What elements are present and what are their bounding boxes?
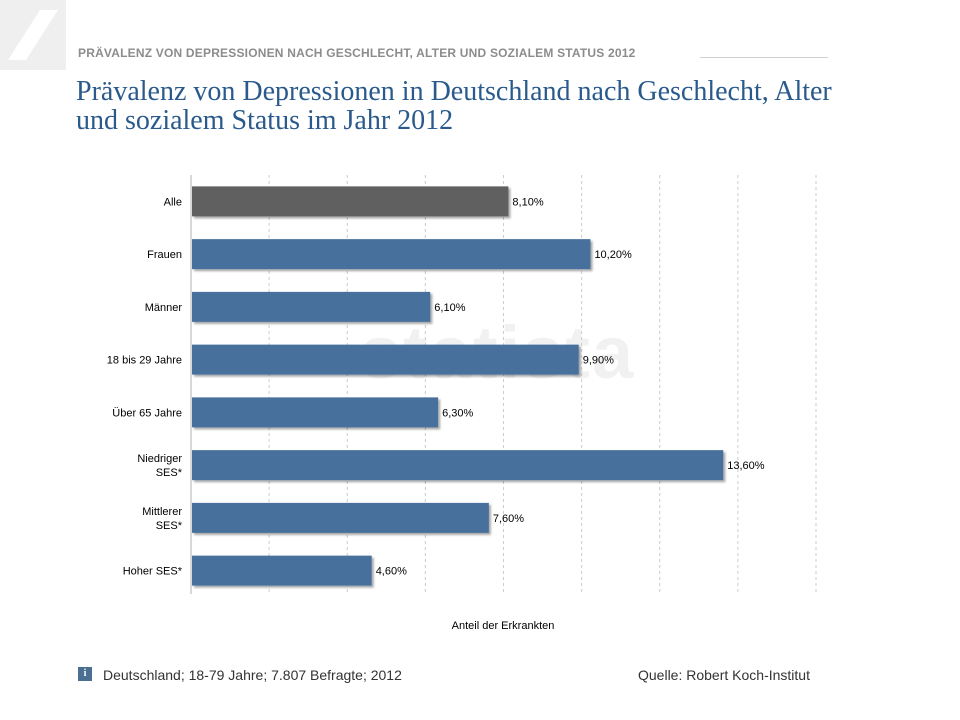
bar-value-label: 6,10% bbox=[434, 302, 465, 314]
bar bbox=[192, 450, 724, 481]
category-label: Hoher SES* bbox=[123, 566, 183, 578]
bar-value-label: 8,10% bbox=[512, 196, 543, 208]
kicker-divider bbox=[700, 57, 828, 58]
page-kicker: PRÄVALENZ VON DEPRESSIONEN NACH GESCHLEC… bbox=[78, 46, 636, 60]
category-label: SES* bbox=[156, 520, 183, 532]
bar bbox=[192, 239, 591, 270]
bar bbox=[192, 397, 439, 428]
category-label: SES* bbox=[156, 467, 183, 479]
bar bbox=[192, 502, 489, 533]
bar-value-label: 6,30% bbox=[442, 407, 473, 419]
bar-value-label: 7,60% bbox=[493, 513, 524, 525]
category-label: Niedriger bbox=[137, 453, 182, 465]
category-label: 18 bis 29 Jahre bbox=[107, 355, 182, 367]
bar bbox=[192, 555, 372, 586]
bar bbox=[192, 291, 431, 322]
bar-value-label: 13,60% bbox=[727, 460, 765, 472]
category-label: Über 65 Jahre bbox=[112, 407, 182, 419]
bar-value-label: 10,20% bbox=[594, 249, 632, 261]
source-note: Quelle: Robert Koch-Institut bbox=[638, 667, 810, 683]
category-label: Männer bbox=[145, 302, 183, 314]
bar-value-label: 4,60% bbox=[376, 566, 407, 578]
bar bbox=[192, 344, 579, 375]
x-axis-title: Anteil der Erkrankten bbox=[451, 620, 555, 632]
category-label: Alle bbox=[164, 196, 182, 208]
footnote: Deutschland; 18-79 Jahre; 7.807 Befragte… bbox=[103, 667, 402, 683]
category-label: Mittlerer bbox=[142, 506, 182, 518]
info-icon[interactable]: i bbox=[78, 667, 92, 681]
bar bbox=[192, 186, 509, 217]
statista-logo-watermark bbox=[0, 0, 66, 70]
category-label: Frauen bbox=[147, 249, 182, 261]
page-title: Prävalenz von Depressionen in Deutschlan… bbox=[76, 76, 832, 136]
bar-value-label: 9,90% bbox=[583, 355, 614, 367]
